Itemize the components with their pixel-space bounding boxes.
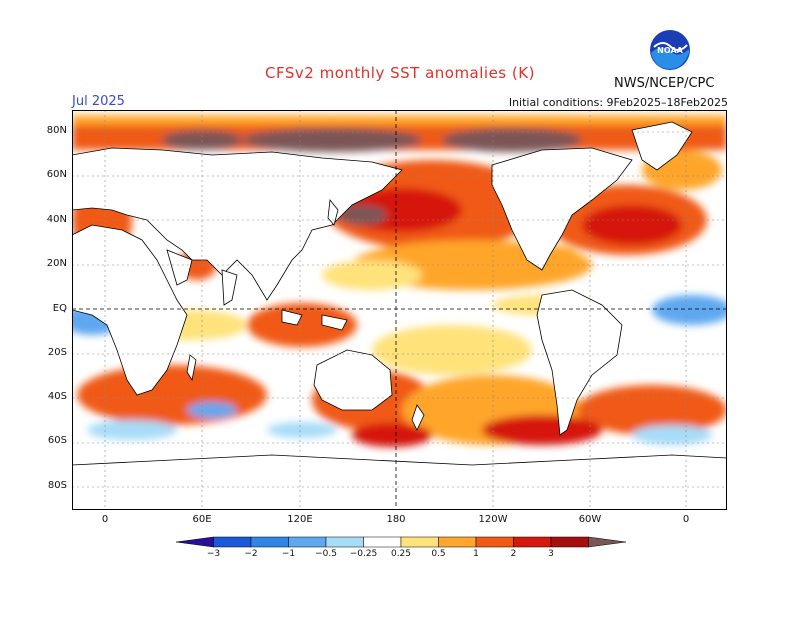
colorbar-tick-label: 0.25 xyxy=(390,549,412,559)
colorbar-segment xyxy=(400,536,439,548)
colorbar xyxy=(176,536,626,548)
colorbar-tick-label: 0.5 xyxy=(431,549,446,559)
lat-label: 80N xyxy=(46,125,67,136)
colorbar-segment xyxy=(475,536,514,548)
lat-label: 40N xyxy=(46,214,67,225)
colorbar-tick-label: −2 xyxy=(244,549,258,559)
colorbar-tick-label: −0.5 xyxy=(315,549,337,559)
colorbar-tick-label: −3 xyxy=(206,549,221,559)
lon-label: 0 xyxy=(101,514,109,525)
equator-dateline xyxy=(72,110,727,510)
lon-label: 180 xyxy=(386,514,406,525)
land-masses xyxy=(72,121,727,510)
colorbar-tick-label: 3 xyxy=(548,549,554,559)
forecast-month: Jul 2025 xyxy=(72,94,125,109)
lon-label: 120W xyxy=(478,514,508,525)
colorbar-tick-label: 1 xyxy=(473,549,479,559)
colorbar-tick-label: −1 xyxy=(281,549,296,559)
colorbar-arrow-high xyxy=(588,536,626,548)
colorbar-segment xyxy=(550,536,589,548)
sst-anomaly-map xyxy=(72,110,727,514)
colorbar-arrow-low xyxy=(176,536,214,548)
map-frame xyxy=(72,110,727,510)
lat-label: 20N xyxy=(46,258,67,269)
colorbar-segment xyxy=(363,536,402,548)
lon-label: 0 xyxy=(682,514,690,525)
graticule xyxy=(72,110,727,510)
colorbar-segment xyxy=(250,536,289,548)
anomaly-field xyxy=(72,115,727,447)
lat-label: 60N xyxy=(46,169,67,180)
lat-label: 60S xyxy=(47,435,67,446)
lat-label: 80S xyxy=(47,480,67,491)
colorbar-segment xyxy=(438,536,477,548)
lat-label: EQ xyxy=(52,303,67,314)
lon-label: 60W xyxy=(578,514,602,525)
map-title: CFSv2 monthly SST anomalies (K) xyxy=(265,64,535,82)
lon-label: 60E xyxy=(192,514,212,525)
colorbar-segment xyxy=(288,536,327,548)
svg-text:NOAA: NOAA xyxy=(657,46,683,55)
colorbar-tick-label: 2 xyxy=(510,549,517,559)
lat-label: 40S xyxy=(47,391,67,402)
colorbar-tick-label: −0.25 xyxy=(349,549,378,559)
agency-label: NWS/NCEP/CPC xyxy=(614,76,715,91)
colorbar-segment xyxy=(213,536,252,548)
colorbar-segment xyxy=(325,536,364,548)
lat-label: 20S xyxy=(47,347,67,358)
map-canvas xyxy=(72,110,727,510)
noaa-logo-icon: NOAA xyxy=(650,30,690,70)
lon-label: 120E xyxy=(287,514,313,525)
colorbar-segment xyxy=(513,536,552,548)
initial-conditions: Initial conditions: 9Feb2025–18Feb2025 xyxy=(508,96,728,109)
